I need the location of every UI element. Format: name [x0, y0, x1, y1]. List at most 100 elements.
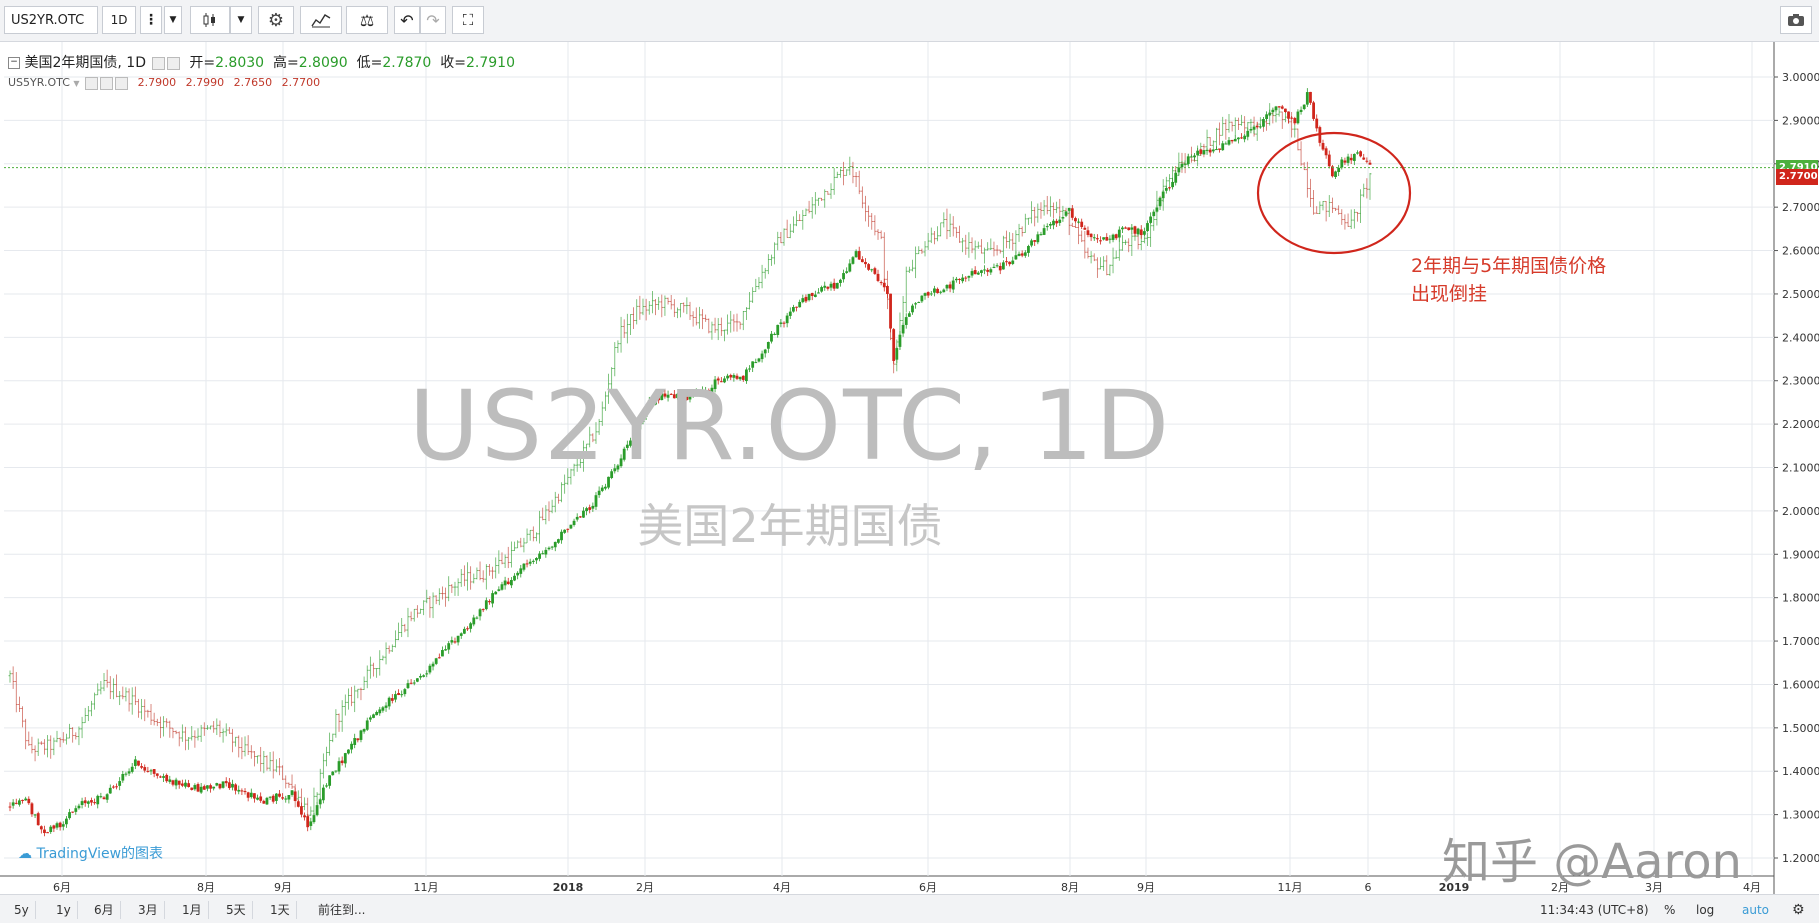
candle-body [1164, 188, 1168, 191]
fullscreen-icon[interactable]: ⛶ [452, 6, 484, 34]
symbol-input[interactable]: US2YR.OTC [4, 6, 98, 34]
candle-body [842, 273, 845, 280]
range-1d[interactable]: 1天 [264, 901, 297, 919]
y-tick-label: 2.6000 [1782, 245, 1819, 258]
eye-icon[interactable] [152, 56, 166, 70]
y-tick-label: 1.3000 [1782, 809, 1819, 822]
range-3m[interactable]: 3月 [132, 901, 165, 919]
eye-icon[interactable] [85, 76, 99, 90]
candle-style-icon[interactable] [190, 6, 230, 34]
candle-body [1064, 211, 1068, 216]
candle-body [635, 428, 639, 434]
candle-body [356, 738, 360, 741]
goto-date-button[interactable]: 前往到... [318, 903, 366, 917]
auto-toggle[interactable]: auto [1742, 903, 1770, 917]
candle-body [1048, 223, 1052, 226]
percent-toggle[interactable]: % [1664, 903, 1676, 917]
candle-body [11, 802, 15, 806]
x-tick-label: 8月 [1061, 881, 1079, 894]
candle-body [187, 783, 191, 787]
candle-body [1290, 117, 1294, 119]
candle-body [168, 779, 172, 782]
indicators-icon[interactable] [300, 6, 342, 34]
candle-body [1042, 228, 1046, 235]
gear-icon[interactable]: ⚙ [1792, 902, 1805, 918]
candle-body [560, 531, 563, 541]
candle-body [1139, 229, 1143, 236]
candle-body [754, 362, 758, 364]
undo-icon[interactable]: ↶ [394, 6, 420, 34]
candle-body [284, 798, 288, 800]
candle-body [954, 278, 958, 281]
candle-body [1146, 223, 1149, 232]
candle-body [597, 490, 601, 496]
candle-body [698, 392, 701, 394]
candle-body [328, 775, 332, 786]
chevron-down-icon[interactable]: ▼ [164, 6, 182, 34]
candle-body [550, 546, 554, 548]
candle-body [102, 797, 106, 800]
settings-icon[interactable] [167, 56, 181, 70]
chart-area[interactable]: 3.00002.90002.80002.70002.60002.50002.40… [0, 42, 1819, 894]
candle-body [481, 609, 485, 611]
candle-body [365, 720, 369, 730]
candle-body [509, 580, 513, 586]
gear-icon[interactable]: ⚙ [258, 6, 294, 34]
candle-body [976, 272, 980, 275]
x-tick-label: 4月 [1743, 881, 1761, 894]
candle-body [240, 790, 244, 792]
compare-value: 2.7700 [281, 76, 321, 89]
candle-body [231, 783, 234, 788]
candle-body [268, 796, 272, 798]
candle-body [541, 553, 545, 555]
candle-body [434, 658, 438, 664]
close-icon[interactable] [115, 76, 129, 90]
candle-body [281, 797, 285, 799]
candle-body [318, 799, 322, 805]
candle-body [1158, 197, 1162, 207]
range-1m[interactable]: 1月 [176, 901, 209, 919]
candle-body [1305, 92, 1309, 105]
tradingview-logo[interactable]: ☁ TradingView的图表 [18, 843, 163, 863]
log-toggle[interactable]: log [1696, 903, 1715, 917]
candle-body [243, 791, 247, 793]
interval-button[interactable]: 1D [102, 6, 136, 34]
candle-body [196, 784, 200, 792]
candle-body [1327, 154, 1331, 167]
candle-body [647, 400, 651, 408]
collapse-icon[interactable]: − [8, 57, 20, 69]
candle-body [629, 440, 632, 446]
more-options-icon[interactable]: ⋮ [140, 6, 162, 34]
compare-scale-icon[interactable]: ⚖ [346, 6, 388, 34]
candle-body [1052, 220, 1055, 226]
settings-icon[interactable] [100, 76, 114, 90]
x-tick-label: 2019 [1439, 881, 1470, 894]
candle-body [96, 795, 100, 805]
y-tick-label: 2.2000 [1782, 418, 1819, 431]
candle-body [917, 302, 921, 304]
range-6m[interactable]: 6月 [88, 901, 121, 919]
chevron-down-icon[interactable]: ▼ [73, 79, 80, 88]
price-chart[interactable]: 3.00002.90002.80002.70002.60002.50002.40… [0, 42, 1819, 894]
candle-body [1265, 114, 1268, 119]
clock-text[interactable]: 11:34:43 (UTC+8) [1540, 903, 1649, 917]
candle-body [68, 812, 71, 819]
candle-body [1080, 221, 1084, 227]
range-5y[interactable]: 5y [8, 901, 36, 919]
range-1y[interactable]: 1y [50, 901, 78, 919]
chevron-down-icon[interactable]: ▼ [230, 6, 252, 34]
candle-body [907, 313, 911, 317]
camera-icon[interactable] [1780, 6, 1812, 34]
candle-body [415, 678, 419, 682]
range-5d[interactable]: 5天 [220, 901, 253, 919]
candle-body [788, 311, 792, 316]
candle-body [472, 617, 476, 625]
redo-icon[interactable]: ↷ [420, 6, 446, 34]
candle-body [867, 264, 871, 270]
candle-body [152, 769, 156, 774]
candle-body [882, 282, 886, 288]
candle-body [215, 783, 219, 786]
candle-body [1183, 163, 1187, 165]
candle-body [942, 289, 946, 293]
candle-body [74, 808, 78, 812]
